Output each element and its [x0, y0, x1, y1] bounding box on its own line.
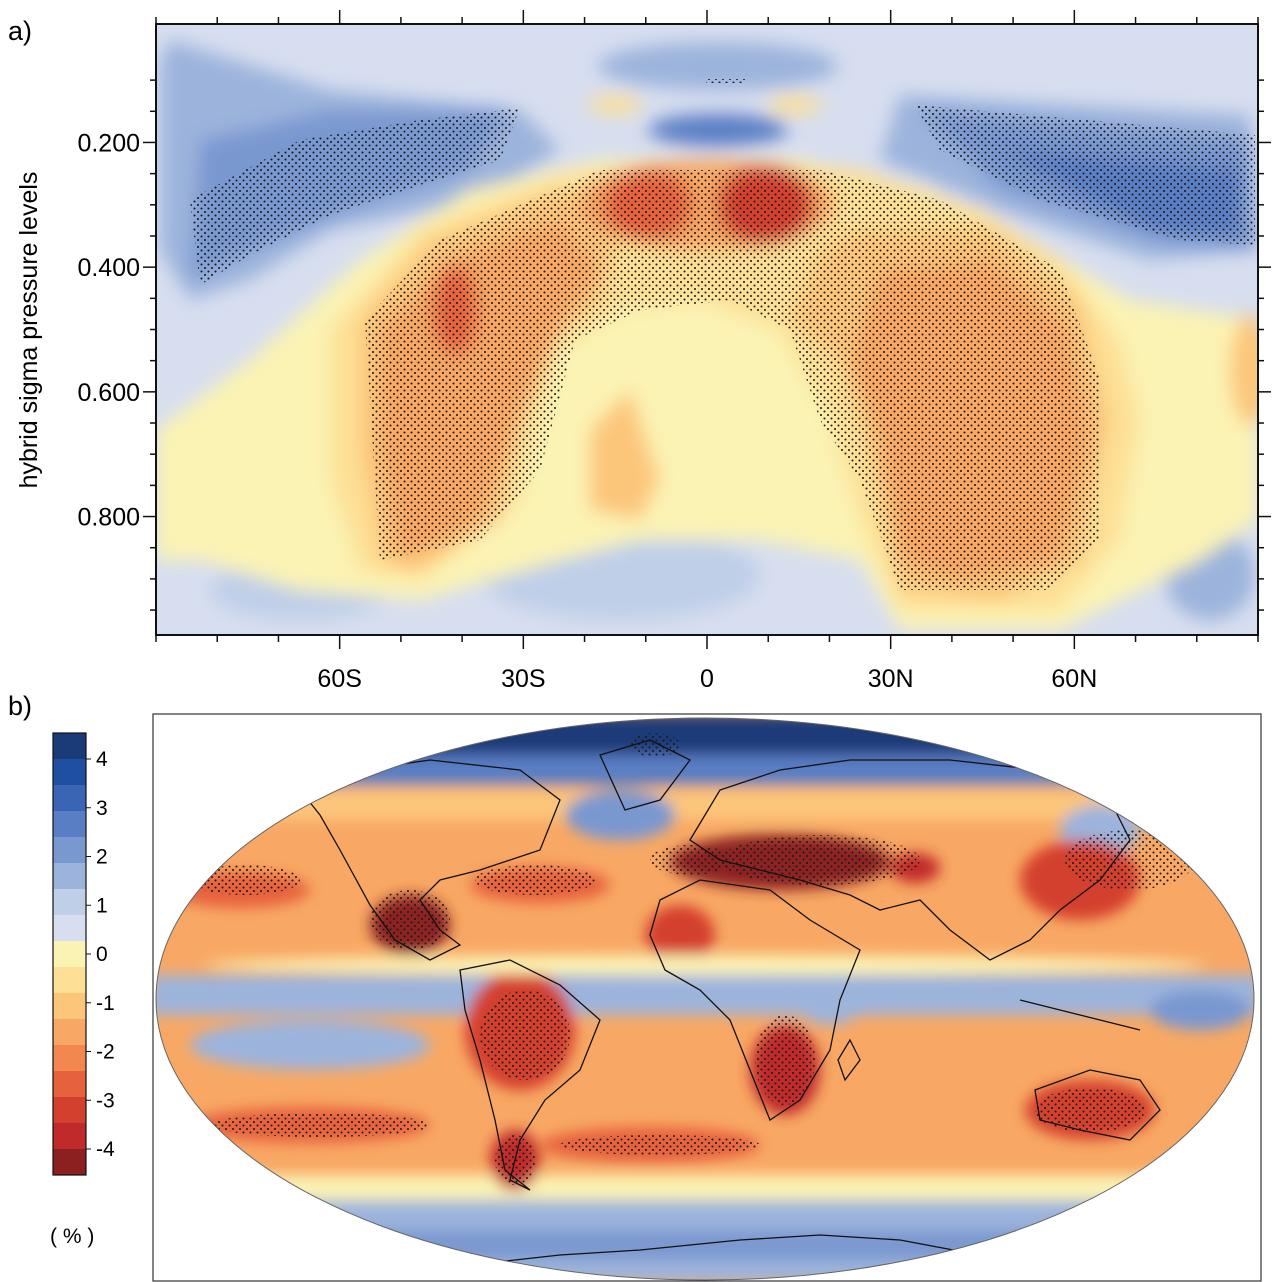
- equatorial-yellow: [205, 955, 1205, 975]
- colorbar-swatch: [53, 837, 86, 864]
- y-tick-label: 0.600: [77, 379, 140, 407]
- panel-a-x-ticks: 60S 30S 0 30N 60N: [317, 665, 1097, 693]
- colorbar-label: -1: [96, 992, 115, 1015]
- pacific-blue-e: [1150, 990, 1250, 1030]
- panel-b-label: b): [8, 691, 32, 721]
- colorbar-swatch: [53, 1071, 86, 1098]
- coast-eurasia: [689, 759, 1131, 961]
- colorbar-swatch: [53, 1097, 86, 1124]
- colorbar-label: -2: [96, 1041, 115, 1064]
- coast-australia: [1034, 1069, 1161, 1141]
- colorbar-swatch: [53, 1123, 86, 1150]
- x-tick-label: 30N: [868, 665, 914, 693]
- coast-greenland: [599, 739, 691, 811]
- coast-north-america: [298, 759, 561, 961]
- panel-a-ticks: [143, 10, 1271, 649]
- blue-trop-top: [598, 42, 838, 90]
- colorbar-swatch: [53, 863, 86, 890]
- warm-trop-left-top: [587, 96, 643, 114]
- atlantic-blue: [565, 790, 675, 840]
- y-tick-label: 0.200: [77, 129, 140, 157]
- warm-tropical-column: [590, 390, 660, 520]
- map-outline: [155, 717, 1255, 1281]
- pacific-blue-s: [190, 1020, 430, 1070]
- colorbar-swatch: [53, 1149, 86, 1176]
- colorbar-swatch: [53, 993, 86, 1020]
- colorbar-label: 3: [96, 797, 108, 820]
- colorbar-swatch: [53, 1019, 86, 1046]
- x-tick-label: 30S: [501, 665, 545, 693]
- warm-trop-right-top: [767, 96, 823, 114]
- y-tick-label: 0.400: [77, 254, 140, 282]
- colorbar-swatch: [53, 941, 86, 968]
- indian-blue: [795, 975, 865, 1025]
- panel-a-field: [156, 24, 1258, 635]
- colorbar-swatch: [53, 967, 86, 994]
- warm-east-edge: [1230, 315, 1258, 425]
- x-tick-label: 60S: [317, 665, 361, 693]
- colorbar-label: -4: [96, 1138, 115, 1161]
- colorbar-swatch: [53, 733, 86, 760]
- coast-africa: [649, 879, 861, 1121]
- colorbar-swatch: [53, 1045, 86, 1072]
- colorbar-label: 4: [96, 748, 108, 771]
- colorbar-label: 0: [96, 943, 108, 966]
- x-tick-label: 0: [700, 665, 714, 693]
- colorbar: 4 3 2 1 0 -1 -2 -3 -4: [52, 732, 115, 1176]
- panel-a-ylabel: hybrid sigma pressure levels: [15, 172, 43, 489]
- panel-a-label: a): [8, 16, 32, 46]
- coastlines: [298, 739, 1161, 1266]
- colorbar-swatch: [53, 759, 86, 786]
- colorbar-label: 1: [96, 894, 108, 917]
- coast-indonesia: [1019, 999, 1141, 1031]
- coast-south-america: [459, 959, 601, 1191]
- colorbar-label: -3: [96, 1089, 115, 1112]
- colorbar-swatch: [53, 785, 86, 812]
- colorbar-label: 2: [96, 846, 108, 869]
- y-tick-label: 0.800: [77, 504, 140, 532]
- panel-a-y-ticks: 0.200 0.400 0.600 0.800: [77, 129, 140, 531]
- colorbar-swatch: [53, 811, 86, 838]
- blue-trop-core: [648, 114, 788, 146]
- panel-a-stippling: [190, 79, 1255, 590]
- colorbar-swatch: [53, 889, 86, 916]
- west-africa-hot: [645, 905, 715, 965]
- colorbar-swatch: [53, 915, 86, 942]
- x-tick-label: 60N: [1051, 665, 1097, 693]
- colorbar-unit: ( % ): [50, 1225, 94, 1248]
- coast-madagascar: [837, 1038, 861, 1082]
